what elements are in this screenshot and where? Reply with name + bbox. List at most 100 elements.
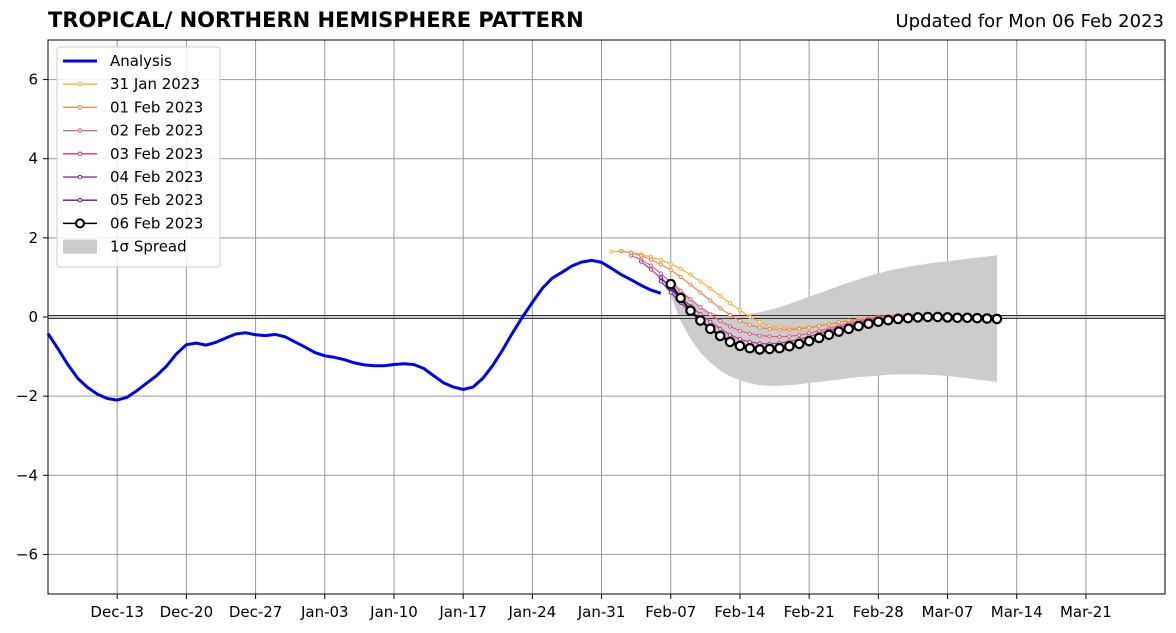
x-tick-label: Mar-21 — [1060, 603, 1112, 621]
forecast-point — [991, 313, 1003, 325]
analysis-line — [46, 258, 662, 402]
forecast-point — [902, 312, 914, 324]
forecast-point — [737, 318, 743, 324]
legend-swatch-marker — [77, 174, 83, 180]
plot-frame — [47, 39, 1166, 595]
forecast-point — [668, 267, 673, 273]
legend-entry: 02 Feb 2023 — [63, 122, 203, 140]
forecast-point — [882, 314, 894, 326]
forecast-point — [793, 338, 805, 350]
legend-label: 04 Feb 2023 — [110, 168, 203, 186]
legend-swatch-marker — [77, 105, 83, 110]
forecast-point — [708, 286, 713, 291]
forecast-point — [727, 324, 733, 329]
forecast-point — [767, 334, 772, 339]
legend-swatch-marker — [77, 128, 83, 133]
forecast-point — [764, 343, 775, 355]
y-tick-label: 4 — [28, 150, 38, 168]
x-tick-label: Dec-27 — [229, 603, 283, 621]
x-tick-label: Jan-03 — [300, 603, 349, 621]
chart-title: TROPICAL/ NORTHERN HEMISPHERE PATTERN — [48, 8, 584, 32]
forecast-point — [648, 263, 654, 268]
legend-label: 03 Feb 2023 — [110, 145, 203, 163]
forecast-point — [747, 322, 752, 328]
y-tick-label: −2 — [16, 387, 38, 405]
legend-swatch-marker — [77, 151, 83, 157]
legend-label: 31 Jan 2023 — [110, 75, 200, 93]
forecast-point — [665, 278, 677, 290]
forecast-point — [797, 333, 802, 338]
forecast-point — [754, 344, 766, 355]
forecast-point — [784, 340, 795, 352]
x-tick-label: Dec-13 — [90, 603, 144, 621]
forecast-point — [688, 282, 693, 287]
x-tick-label: Jan-17 — [438, 603, 487, 621]
grid-lines — [48, 40, 1165, 594]
forecast-point — [619, 248, 624, 254]
forecast-point — [704, 323, 716, 335]
forecast-point — [757, 333, 762, 338]
forecast-point — [658, 279, 663, 284]
forecast-point — [737, 308, 743, 313]
forecast-point — [668, 261, 673, 267]
forecast-point — [629, 253, 634, 258]
legend-entry: 01 Feb 2023 — [63, 98, 203, 116]
forecast-point — [718, 326, 723, 331]
forecast-point — [767, 326, 772, 331]
series-layer — [46, 248, 1003, 402]
y-tick-label: −4 — [16, 466, 38, 484]
forecast-point — [737, 337, 743, 342]
forecast-point — [826, 322, 832, 327]
forecast-point — [658, 257, 663, 263]
forecast-point — [922, 311, 934, 323]
legend-entry: 1σ Spread — [63, 238, 187, 256]
forecast-point — [727, 301, 733, 306]
forecast-point — [695, 315, 706, 326]
legend-swatch — [63, 239, 97, 254]
forecast-point — [708, 298, 713, 303]
forecast-point — [873, 316, 884, 328]
forecast-point — [727, 332, 733, 337]
legend-label: Analysis — [110, 52, 172, 70]
forecast-point — [678, 274, 683, 280]
forecast-point — [698, 305, 703, 310]
forecast-point — [843, 323, 854, 335]
forecast-point — [718, 318, 723, 324]
forecast-point — [823, 329, 835, 341]
legend-swatch-marker — [77, 81, 83, 87]
forecast-point — [734, 340, 746, 352]
forecast-point — [648, 257, 654, 262]
legend-entry: 05 Feb 2023 — [63, 191, 203, 209]
x-tick-label: Feb-07 — [645, 603, 696, 621]
legend-label: 01 Feb 2023 — [110, 98, 203, 116]
forecast-point — [952, 312, 963, 324]
chart-subtitle: Updated for Mon 06 Feb 2023 — [895, 11, 1164, 32]
forecast-point — [744, 342, 756, 354]
forecast-series — [665, 278, 1003, 355]
forecast-point — [797, 326, 802, 331]
forecast-point — [718, 293, 723, 299]
forecast-point — [685, 305, 696, 316]
axis-layer: Dec-13 Dec-20 Dec-27 Jan-03 Jan-10 Jan-17 Jan-… — [16, 39, 1166, 621]
forecast-point — [816, 324, 822, 329]
forecast-point — [863, 318, 874, 330]
forecast-point — [813, 332, 825, 344]
forecast-point — [747, 331, 752, 336]
forecast-point — [942, 312, 953, 323]
legend-entry: 04 Feb 2023 — [63, 168, 203, 186]
forecast-point — [724, 336, 736, 348]
y-tick-label: −6 — [16, 545, 38, 563]
legend-label: 02 Feb 2023 — [110, 122, 203, 140]
spread-band — [670, 255, 997, 386]
forecast-point — [718, 306, 723, 311]
forecast-point — [727, 312, 733, 318]
forecast-point — [675, 292, 686, 304]
x-tick-label: Mar-14 — [991, 603, 1043, 621]
forecast-point — [668, 290, 673, 295]
forecast-point — [708, 312, 713, 317]
forecast-point — [774, 342, 785, 354]
legend-swatch-marker — [77, 197, 83, 203]
forecast-point — [833, 326, 845, 337]
x-tick-label: Jan-31 — [577, 603, 626, 621]
